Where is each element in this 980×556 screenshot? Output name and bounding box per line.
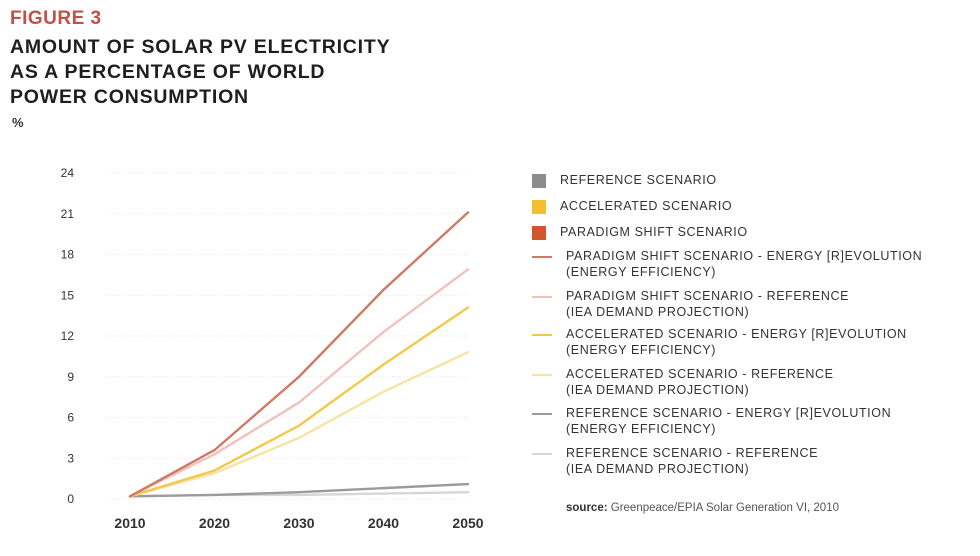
- legend-swatch: [532, 200, 546, 214]
- legend-label: REFERENCE SCENARIO: [560, 173, 717, 187]
- legend-item: ACCELERATED SCENARIO - REFERENCE (IEA DE…: [532, 366, 834, 398]
- y-tick-label: 12: [61, 329, 75, 343]
- y-tick-label: 6: [67, 411, 74, 425]
- x-tick-label: 2020: [199, 515, 230, 531]
- y-tick-label: 21: [61, 207, 75, 221]
- legend-item: ACCELERATED SCENARIO - ENERGY [R]EVOLUTI…: [532, 326, 907, 358]
- series-line: [128, 211, 470, 498]
- legend-line-sample: [532, 326, 552, 340]
- x-tick-label: 2010: [114, 515, 145, 531]
- y-tick-label: 3: [67, 451, 74, 465]
- legend-line-sample: [532, 445, 552, 459]
- x-tick-label: 2030: [283, 515, 314, 531]
- legend-label: ACCELERATED SCENARIO - REFERENCE (IEA DE…: [566, 367, 834, 397]
- legend-swatch: [532, 174, 546, 188]
- chart-title-line-1: AMOUNT OF SOLAR PV ELECTRICITY: [10, 36, 391, 58]
- legend-item: REFERENCE SCENARIO - ENERGY [R]EVOLUTION…: [532, 405, 891, 437]
- source-prefix: source:: [566, 502, 608, 514]
- figure-label: FIGURE 3: [10, 8, 102, 29]
- series-line: [128, 351, 470, 498]
- legend-item: ACCELERATED SCENARIO: [532, 198, 732, 214]
- legend-item: PARADIGM SHIFT SCENARIO - ENERGY [R]EVOL…: [532, 248, 922, 280]
- y-axis-unit: %: [12, 115, 24, 130]
- y-tick-label: 9: [67, 370, 74, 384]
- legend-line-sample: [532, 248, 552, 262]
- legend-label: ACCELERATED SCENARIO: [560, 199, 733, 213]
- legend-label: PARADIGM SHIFT SCENARIO: [560, 225, 748, 239]
- series-line: [128, 482, 470, 498]
- legend-line-sample: [532, 405, 552, 419]
- series-line: [128, 268, 470, 498]
- legend-item: REFERENCE SCENARIO - REFERENCE (IEA DEMA…: [532, 445, 818, 477]
- y-tick-label: 24: [61, 166, 75, 180]
- legend-item: PARADIGM SHIFT SCENARIO: [532, 224, 748, 240]
- line-chart: 0 3 6 9 12 15 18 21 24 2010 2020 2030 2040 2050: [61, 166, 484, 531]
- y-tick-label: 18: [61, 248, 75, 262]
- y-tick-label: 15: [61, 288, 75, 302]
- series-line: [128, 306, 470, 498]
- legend-label: ACCELERATED SCENARIO - ENERGY [R]EVOLUTI…: [566, 327, 907, 357]
- legend-label: REFERENCE SCENARIO - REFERENCE (IEA DEMA…: [566, 446, 819, 476]
- x-tick-label: 2040: [368, 515, 399, 531]
- chart-title-line-3: POWER CONSUMPTION: [10, 86, 249, 108]
- chart-title-line-2: AS A PERCENTAGE OF WORLD: [10, 61, 326, 83]
- x-tick-label: 2050: [452, 515, 483, 531]
- source-note: source: Greenpeace/EPIA Solar Generation…: [566, 502, 839, 514]
- legend-item: PARADIGM SHIFT SCENARIO - REFERENCE (IEA…: [532, 288, 849, 320]
- legend-line-sample: [532, 288, 552, 302]
- legend-label: REFERENCE SCENARIO - ENERGY [R]EVOLUTION…: [566, 406, 892, 436]
- legend-label: PARADIGM SHIFT SCENARIO - ENERGY [R]EVOL…: [566, 249, 923, 279]
- legend-line-sample: [532, 366, 552, 380]
- y-tick-label: 0: [67, 492, 74, 506]
- legend-label: PARADIGM SHIFT SCENARIO - REFERENCE (IEA…: [566, 289, 850, 319]
- legend-swatch: [532, 226, 546, 240]
- source-text: Greenpeace/EPIA Solar Generation VI, 201…: [610, 502, 839, 514]
- legend-item: REFERENCE SCENARIO: [532, 172, 717, 188]
